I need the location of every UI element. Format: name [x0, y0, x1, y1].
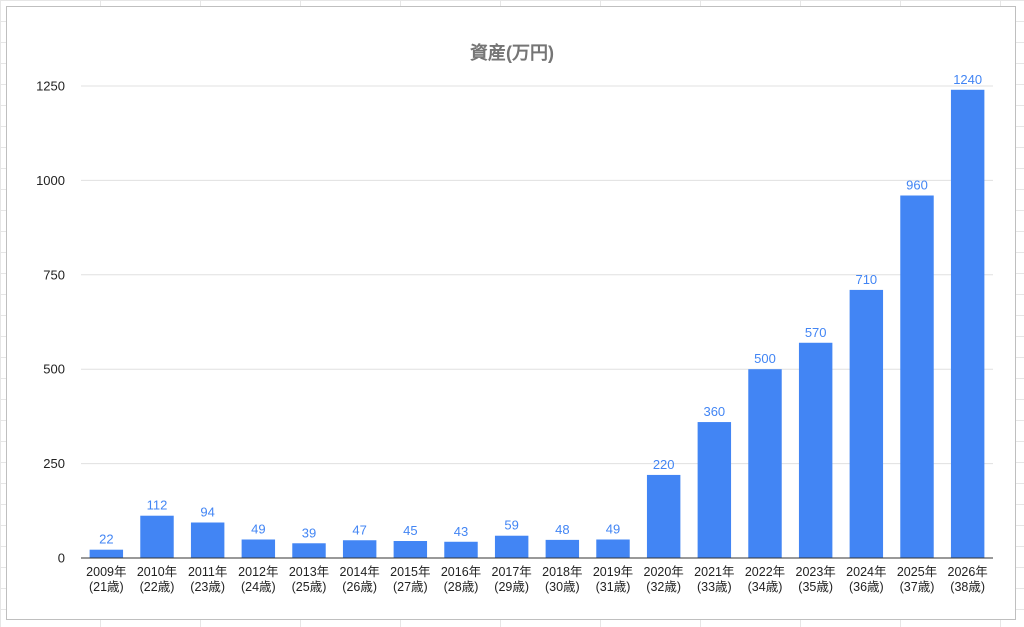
x-tick-label-year: 2013年 — [289, 565, 329, 579]
data-label: 94 — [200, 505, 214, 520]
data-label: 960 — [906, 178, 928, 193]
x-tick-label-year: 2011年 — [188, 565, 227, 579]
x-tick-label-year: 2016年 — [441, 565, 481, 579]
x-tick-label-age: (32歳) — [646, 580, 681, 594]
x-tick-label-age: (31歳) — [596, 580, 631, 594]
x-tick-label-year: 2009年 — [86, 565, 126, 579]
y-tick-label: 1000 — [36, 173, 65, 188]
bar-chart: 22 112 94 49 39 47 45 43 59 48 49 220 360 500 570 710 96… — [36, 72, 993, 594]
x-tick-label-age: (28歳) — [444, 580, 479, 594]
x-tick-label-year: 2022年 — [745, 565, 785, 579]
y-tick-label: 0 — [58, 551, 65, 566]
data-label: 39 — [302, 525, 316, 540]
x-tick-label-age: (21歳) — [89, 580, 124, 594]
data-label: 49 — [251, 521, 265, 536]
x-tick-label-age: (27歳) — [393, 580, 428, 594]
x-tick-label-year: 2026年 — [948, 565, 988, 579]
x-tick-label-age: (26歳) — [342, 580, 377, 594]
data-label: 47 — [352, 522, 366, 537]
bar[interactable] — [748, 369, 782, 558]
bar[interactable] — [494, 535, 529, 558]
bar[interactable] — [444, 541, 478, 558]
data-label: 1240 — [953, 72, 982, 87]
data-label: 710 — [855, 272, 877, 287]
data-label: 43 — [454, 524, 468, 539]
x-tick-label-age: (35歳) — [798, 580, 833, 594]
x-tick-label-year: 2015年 — [390, 565, 430, 579]
x-tick-label-age: (22歳) — [140, 580, 175, 594]
data-label: 45 — [403, 523, 417, 538]
bar[interactable] — [849, 289, 884, 558]
data-label: 49 — [606, 521, 620, 536]
data-label: 48 — [555, 522, 569, 537]
x-tick-label-year: 2020年 — [644, 565, 684, 579]
x-tick-label-age: (25歳) — [292, 580, 327, 594]
x-tick-label-age: (38歳) — [950, 580, 985, 594]
y-tick-label: 750 — [43, 267, 65, 282]
data-label: 500 — [754, 351, 776, 366]
axes: 0 250 500 750 1000 1250 2009年(21歳) 2010年(22歳) 20… — [36, 79, 993, 594]
x-tick-label-age: (24歳) — [241, 580, 276, 594]
x-tick-label-age: (30歳) — [545, 580, 580, 594]
x-tick-label-age: (33歳) — [697, 580, 732, 594]
x-tick-label-year: 2025年 — [897, 565, 937, 579]
x-tick-label-year: 2021年 — [694, 565, 734, 579]
bar[interactable] — [646, 474, 681, 558]
x-tick-label-age: (37歳) — [900, 580, 935, 594]
bar[interactable] — [900, 195, 934, 558]
x-tick-label-year: 2012年 — [238, 565, 278, 579]
bar[interactable] — [190, 522, 225, 558]
bar[interactable] — [393, 541, 428, 558]
bars — [89, 89, 985, 558]
bar[interactable] — [798, 342, 833, 558]
data-label: 220 — [653, 457, 675, 472]
x-tick-label-year: 2024年 — [846, 565, 886, 579]
x-tick-label-year: 2019年 — [593, 565, 633, 579]
data-label: 112 — [147, 498, 168, 513]
x-tick-label-year: 2018年 — [542, 565, 582, 579]
bar[interactable] — [292, 543, 326, 558]
chart-card[interactable]: 資産(万円) 22 112 94 49 39 47 45 43 59 48 49 220 360 500 5… — [6, 6, 1016, 620]
x-tick-label-age: (29歳) — [494, 580, 529, 594]
data-label: 570 — [805, 325, 827, 340]
bar[interactable] — [342, 540, 377, 558]
x-tick-label-age: (34歳) — [748, 580, 783, 594]
x-tick-label-age: (23歳) — [190, 580, 225, 594]
bar[interactable] — [241, 539, 276, 558]
data-labels: 22 112 94 49 39 47 45 43 59 48 49 220 360 500 570 710 96… — [99, 72, 982, 547]
bar[interactable] — [596, 539, 630, 558]
gridlines — [81, 85, 993, 465]
data-label: 59 — [504, 518, 518, 533]
y-tick-label: 250 — [43, 456, 65, 471]
bar[interactable] — [545, 539, 580, 558]
x-tick-label-year: 2017年 — [492, 565, 532, 579]
bar[interactable] — [950, 89, 985, 558]
bar[interactable] — [140, 515, 174, 558]
bar[interactable] — [697, 422, 732, 558]
y-tick-label: 500 — [43, 362, 65, 377]
x-tick-label-year: 2023年 — [796, 565, 836, 579]
y-tick-label: 1250 — [36, 79, 65, 94]
chart-title: 資産(万円) — [470, 43, 554, 63]
x-tick-label-year: 2010年 — [137, 565, 177, 579]
x-tick-label-year: 2014年 — [340, 565, 380, 579]
x-tick-label-age: (36歳) — [849, 580, 884, 594]
data-label: 360 — [703, 404, 725, 419]
data-label: 22 — [99, 532, 113, 547]
bar[interactable] — [89, 549, 124, 558]
